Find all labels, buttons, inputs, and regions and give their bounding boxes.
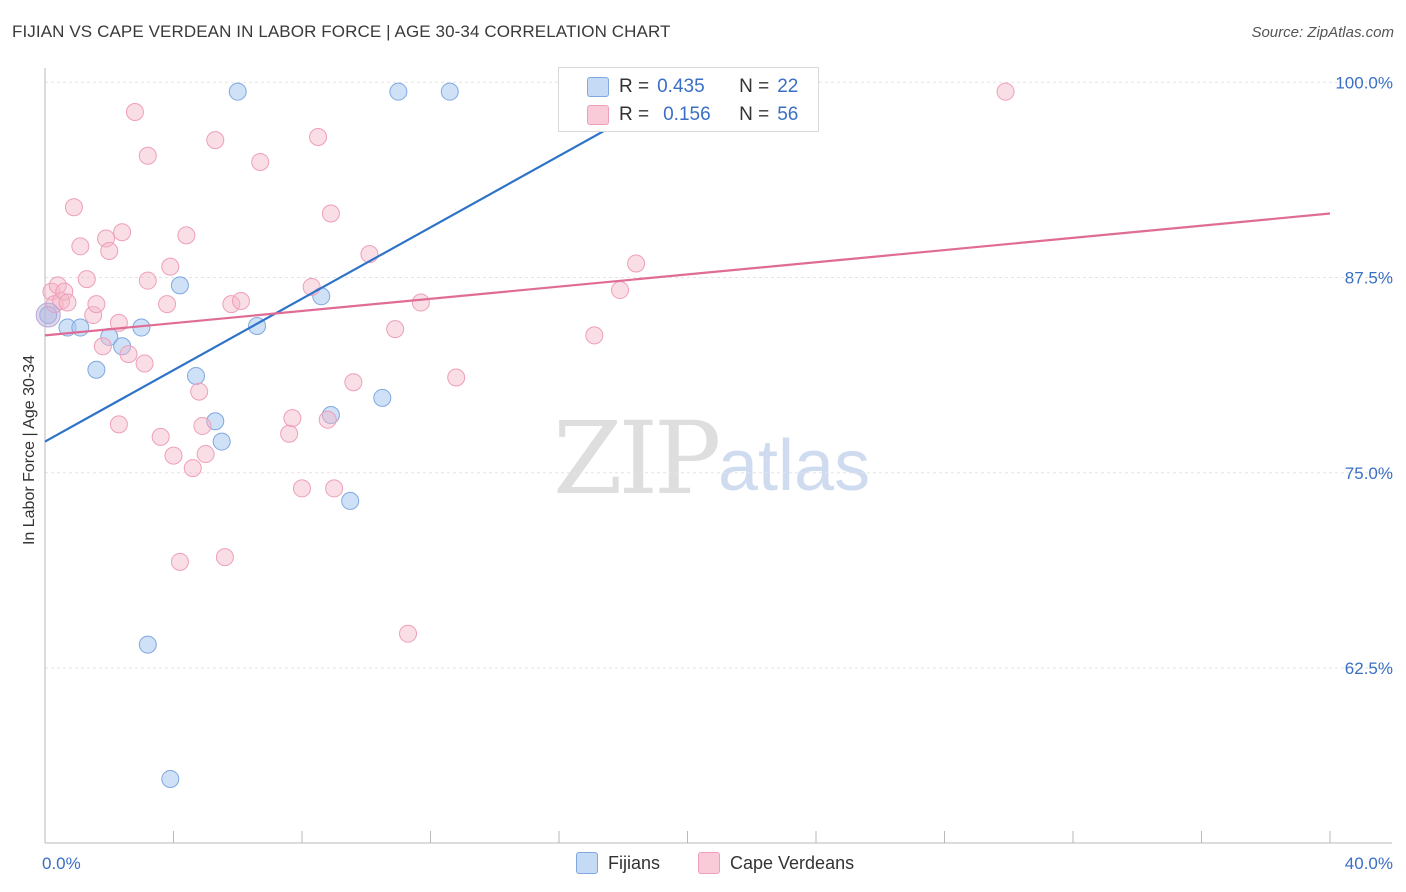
cape-verdean-point	[100, 242, 119, 261]
cape-verdean-point	[411, 293, 430, 312]
fijian-point	[170, 276, 189, 295]
stats-legend: R = 0.435 N = 22 R = 0.156 N = 56	[558, 67, 819, 132]
watermark-zip: ZIP	[553, 400, 721, 517]
legend-label-fijians: Fijians	[608, 852, 661, 873]
cape-verdean-point	[87, 295, 106, 314]
cape-verdean-point	[309, 127, 328, 146]
cape-verdean-point	[135, 354, 154, 373]
cape-verdean-point	[344, 373, 363, 392]
cape-verdean-point	[64, 198, 83, 217]
cape-verdean-point	[151, 427, 170, 446]
fijian-point	[228, 82, 247, 101]
cape-verdean-point	[113, 223, 132, 242]
cape-verdean-point	[386, 320, 405, 339]
fijian-point	[389, 82, 408, 101]
legend-label-cape: Cape Verdeans	[730, 852, 855, 873]
cape-n-label: N =	[739, 104, 770, 125]
legend-item-cape: Cape Verdeans	[698, 852, 854, 874]
cape-verdean-point	[183, 459, 202, 478]
fijians-r-label: R =	[619, 76, 650, 97]
cape-verdean-point	[280, 424, 299, 443]
fijian-point	[87, 360, 106, 379]
cape-verdean-point	[611, 281, 630, 300]
cape-verdean-point	[196, 445, 215, 464]
cape-verdean-point	[109, 415, 128, 434]
x-tick-label: 0.0%	[42, 854, 81, 873]
cape-verdean-point	[55, 282, 74, 301]
cape-verdean-point	[318, 410, 337, 429]
y-tick-label: 87.5%	[1345, 269, 1393, 288]
cape-verdean-point	[321, 204, 340, 223]
cape-verdean-point	[125, 102, 144, 121]
cape-verdean-point	[206, 131, 225, 150]
cape-verdean-point	[190, 382, 209, 401]
cape-verdean-point	[84, 306, 103, 325]
y-axis-label: In Labor Force | Age 30-34	[21, 354, 38, 546]
fijian-trend-line	[44, 90, 676, 443]
legend-swatch-fijians	[576, 852, 598, 874]
fijian-point	[373, 388, 392, 407]
fijians-n-value: 22	[777, 76, 799, 97]
cape-r-label: R =	[619, 104, 650, 125]
cape-verdean-point	[71, 237, 90, 256]
fijians-stats-row: R = 0.435 N = 22	[619, 74, 798, 100]
cluster-point	[35, 302, 61, 328]
cape-swatch	[587, 105, 609, 125]
cape-verdean-point	[52, 291, 71, 310]
fijian-point	[161, 769, 180, 788]
cape-stats-row: R = 0.156 N = 56	[619, 102, 798, 128]
source-label: Source: ZipAtlas.com	[1251, 24, 1394, 41]
y-tick-label: 100.0%	[1335, 73, 1393, 92]
cape-r-value: 0.156	[663, 104, 711, 125]
cape-verdean-point	[138, 271, 157, 290]
cape-verdean-point	[222, 295, 241, 314]
legend-item-fijians: Fijians	[576, 852, 660, 874]
cape-verdean-point	[119, 345, 138, 364]
fijians-swatch	[587, 77, 609, 97]
cape-verdean-point	[215, 548, 234, 567]
cape-verdean-point	[996, 82, 1015, 101]
y-tick-label: 75.0%	[1345, 464, 1393, 483]
y-tick-label: 62.5%	[1345, 659, 1393, 678]
cape-verdean-point	[293, 479, 311, 498]
series-legend: Fijians Cape Verdeans	[0, 852, 1406, 878]
cape-verdean-point	[138, 146, 157, 165]
fijian-point	[186, 366, 205, 385]
cape-verdean-point	[158, 295, 177, 314]
fijian-point	[138, 635, 157, 654]
cape-verdean-point	[585, 326, 604, 345]
chart-title: FIJIAN VS CAPE VERDEAN IN LABOR FORCE | …	[12, 22, 671, 41]
watermark-atlas: atlas	[718, 426, 871, 506]
x-tick-label: 40.0%	[1345, 854, 1393, 873]
fijian-point	[440, 82, 459, 101]
legend-swatch-cape	[698, 852, 720, 874]
cape-verdean-point	[170, 552, 189, 571]
cape-verdean-point	[177, 226, 196, 245]
cape-verdean-point	[161, 257, 180, 276]
cape-verdean-point	[283, 409, 302, 428]
cape-verdean-point	[399, 624, 418, 643]
fijians-n-label: N =	[739, 76, 770, 97]
cape-verdean-point	[325, 479, 344, 498]
fijian-point	[212, 432, 231, 451]
cape-verdean-point	[77, 270, 96, 289]
cape-verdean-point	[627, 254, 646, 273]
cape-verdean-point	[58, 293, 77, 312]
cape-verdean-point	[251, 152, 270, 171]
fijians-r-value: 0.435	[657, 76, 705, 97]
cape-verdean-point	[231, 291, 250, 310]
cape-n-value: 56	[777, 104, 799, 125]
cape-verdean-point	[93, 337, 112, 356]
cape-verdean-point	[447, 368, 466, 387]
fijian-point	[341, 491, 360, 510]
cape-verdean-point	[164, 446, 183, 465]
cape-verdean-trend-line	[44, 212, 1331, 337]
cape-verdean-point	[193, 416, 212, 435]
